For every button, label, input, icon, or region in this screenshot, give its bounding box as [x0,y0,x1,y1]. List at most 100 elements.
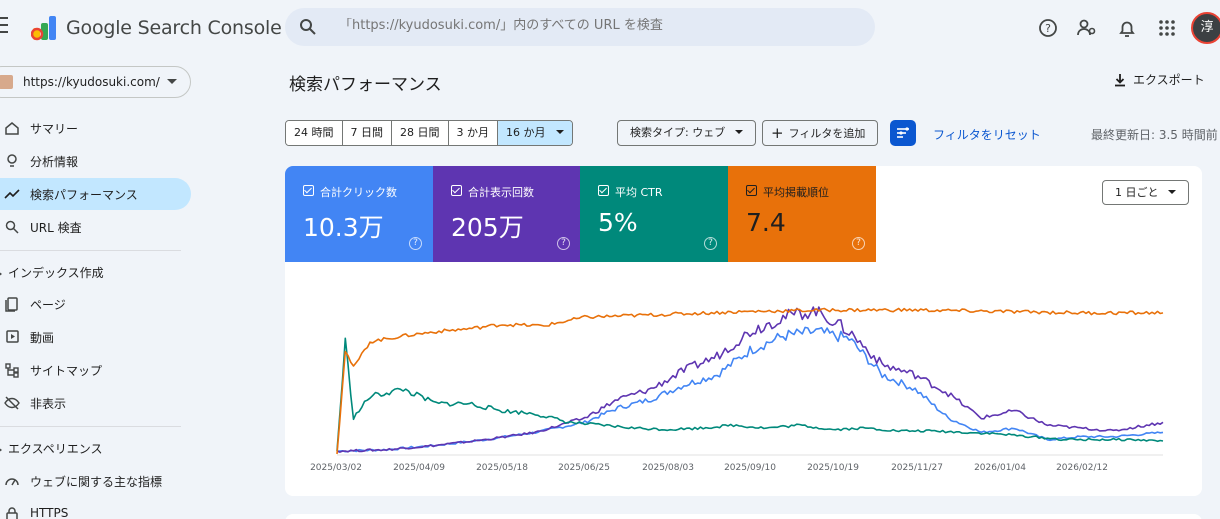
manage-users-icon[interactable] [1076,17,1098,39]
checkbox-checked-icon[interactable] [303,185,314,196]
metric-label: 平均 CTR [615,186,663,199]
x-tick-label: 2025/08/03 [642,463,694,473]
search-type-label: 検索タイプ: ウェブ [630,126,726,139]
pages-icon [5,297,18,312]
hamburger-icon[interactable] [0,17,12,33]
export-label: エクスポート [1133,73,1205,87]
reset-filters-link[interactable]: フィルタをリセット [933,128,1041,142]
range-16m[interactable]: 16 か月 [498,121,572,145]
help-icon[interactable]: ? [852,237,865,250]
svg-text:?: ? [1045,22,1051,35]
site-favicon [0,75,13,89]
add-filter-label: フィルタを追加 [788,127,866,140]
sidebar-item-sitemaps[interactable]: サイトマップ [0,354,191,386]
metric-value: 205万 [451,213,524,242]
range-28d[interactable]: 28 日間 [392,121,449,145]
sidebar-item-label: 非表示 [30,397,67,411]
sidebar-item-insights[interactable]: 分析情報 [0,145,191,177]
help-icon[interactable]: ? [557,237,570,250]
filter-settings-button[interactable] [890,120,916,146]
sidebar-item-video[interactable]: 動画 [0,321,191,353]
add-filter-button[interactable]: + フィルタを追加 [762,120,879,146]
metric-label: 合計クリック数 [320,186,397,199]
sidebar-item-label: サマリー [30,122,79,136]
last-updated-text: 最終更新日: 3.5 時間前 [1091,128,1218,142]
divider [0,250,181,251]
metric-label: 平均掲載順位 [763,186,829,199]
metric-impressions[interactable]: 合計表示回数 205万 ? [433,166,581,262]
bell-icon[interactable] [1116,17,1138,39]
metric-clicks[interactable]: 合計クリック数 10.3万 ? [285,166,433,262]
apps-grid-icon[interactable] [1156,17,1178,39]
insights-icon [7,154,17,167]
download-icon [1115,74,1125,87]
avatar[interactable]: 淳 [1191,12,1220,44]
granularity-select[interactable]: 1 日ごと [1102,180,1189,205]
lock-icon [6,507,18,519]
range-7d[interactable]: 7 日間 [342,121,392,145]
sidebar-item-label: HTTPS [30,506,69,519]
help-icon[interactable]: ? [409,237,422,250]
chevron-down-icon [555,130,564,134]
checkbox-checked-icon[interactable] [598,185,609,196]
series-line-1[interactable] [337,326,1164,453]
x-tick-label: 2026/02/12 [1056,463,1108,473]
metric-value: 10.3万 [303,213,384,242]
search-icon [300,19,316,35]
x-tick-label: 2025/04/09 [393,463,445,473]
sidebar-item-label: 分析情報 [30,155,79,169]
visibility-off-icon [4,396,20,410]
x-tick-label: 2025/10/19 [807,463,859,473]
series-line-3[interactable] [336,337,1164,452]
property-label: https://kyudosuki.com/ [23,75,160,89]
expand-caret-icon [0,446,2,453]
export-button[interactable]: エクスポート [1113,71,1205,88]
section-label: エクスペリエンス [8,442,103,456]
sidebar-item-label: 動画 [30,331,55,345]
section-experience[interactable]: エクスペリエンス [0,440,103,457]
performance-card: 合計クリック数 10.3万 ? 合計表示回数 205万 ? 平均 CTR 5% … [285,166,1202,496]
x-tick-label: 2025/09/10 [724,463,776,473]
metric-position[interactable]: 平均掲載順位 7.4 ? [728,166,876,262]
section-label: インデックス作成 [8,266,104,280]
trending-up-icon [4,189,20,199]
date-range-selector: 24 時間 7 日間 28 日間 3 か月 16 か月 [285,120,573,146]
property-selector[interactable]: https://kyudosuki.com/ [0,66,191,98]
metric-value: 5% [598,208,638,237]
chevron-down-icon [1168,190,1176,194]
search-type-filter[interactable]: 検索タイプ: ウェブ [617,120,757,146]
performance-line-chart[interactable]: 2025/03/02 2025/04/09 2025/05/18 2025/06/25… [285,262,1202,496]
sidebar-item-core-web-vitals[interactable]: ウェブに関する主な指標 [0,465,191,497]
metric-ctr[interactable]: 平均 CTR 5% ? [580,166,728,262]
range-3m[interactable]: 3 か月 [448,121,498,145]
range-label: 16 か月 [506,126,546,139]
help-icon[interactable]: ? [704,237,717,250]
sitemap-icon [5,363,19,378]
section-indexing[interactable]: インデックス作成 [0,264,104,281]
sidebar-item-pages[interactable]: ページ [0,288,191,320]
sidebar-item-removals[interactable]: 非表示 [0,387,191,419]
range-24h[interactable]: 24 時間 [286,121,343,145]
divider [0,426,181,427]
checkbox-checked-icon[interactable] [451,185,462,196]
series-line-4[interactable] [336,307,1164,455]
url-inspect-search[interactable] [285,8,875,46]
x-tick-label: 2026/01/04 [974,463,1026,473]
chevron-down-icon [735,130,744,134]
sidebar-item-performance[interactable]: 検索パフォーマンス [0,178,191,210]
sidebar-item-summary[interactable]: サマリー [0,112,191,144]
granularity-label: 1 日ごと [1115,186,1159,199]
search-input[interactable] [339,18,859,33]
help-icon[interactable]: ? [1037,17,1059,39]
sidebar-item-url-inspection[interactable]: URL 検査 [0,211,191,243]
home-icon [5,122,19,135]
series-line-2[interactable] [336,306,1164,453]
search-console-logo[interactable] [31,14,59,42]
expand-caret-icon [0,270,2,277]
sidebar-item-label: ページ [30,298,66,312]
filter-list-icon [897,127,909,138]
x-tick-label: 2025/06/25 [558,463,610,473]
sidebar-item-https[interactable]: HTTPS [0,498,191,519]
checkbox-checked-icon[interactable] [746,185,757,196]
sidebar-item-label: 検索パフォーマンス [30,188,138,202]
